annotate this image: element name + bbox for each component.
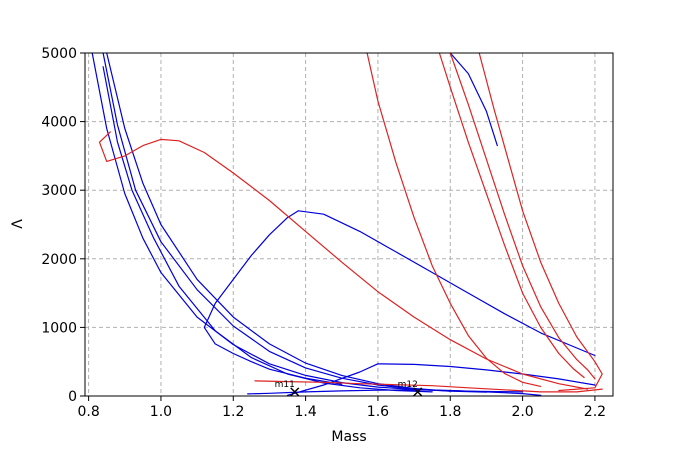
series-line-red-10 (366, 52, 542, 387)
series-line-blue-4 (102, 66, 433, 393)
x-axis-label: Mass (331, 429, 366, 445)
marker-label: m12 (398, 380, 418, 390)
series-line-blue-6 (286, 363, 596, 396)
plot-frame (84, 52, 614, 397)
series-line-red-14 (254, 380, 603, 393)
marker-m11: m11 (275, 380, 300, 397)
marker-cross (413, 387, 423, 397)
x-tick-label: 1.8 (439, 404, 461, 420)
y-tick-label: 1000 (41, 320, 77, 336)
markers: m11 m12 (275, 380, 423, 397)
series-line-blue-3 (106, 52, 451, 392)
marker-cross (290, 387, 300, 397)
grid (85, 52, 613, 397)
x-tick-label: 1.6 (367, 404, 389, 420)
y-tick-label: 0 (68, 389, 77, 405)
marker-m12: m12 (398, 380, 423, 397)
series-line-red-13 (478, 52, 603, 392)
y-axis-label: Λ (10, 219, 26, 229)
x-tick-label: 1.0 (150, 404, 172, 420)
y-tick-label: 3000 (41, 183, 77, 199)
x-axis-ticks: 0.8 1.0 1.2 1.4 1.6 1.8 2.0 2.2 (77, 396, 606, 420)
series-line-red-11 (438, 52, 585, 379)
series-line-blue-5 (203, 210, 596, 385)
series-line-blue-8 (247, 389, 542, 396)
curves (91, 52, 603, 396)
x-tick-label: 0.8 (77, 404, 99, 420)
y-tick-label: 5000 (41, 46, 77, 62)
x-tick-label: 1.2 (222, 404, 244, 420)
x-tick-label: 1.4 (294, 404, 316, 420)
series-line-red-9 (98, 131, 589, 390)
x-tick-label: 2.2 (584, 404, 606, 420)
series-line-blue-7 (449, 52, 498, 147)
y-tick-label: 4000 (41, 115, 77, 131)
marker-label: m11 (275, 380, 295, 390)
y-tick-label: 2000 (41, 252, 77, 268)
series-line-blue-1 (91, 52, 524, 393)
x-tick-label: 2.0 (511, 404, 533, 420)
y-axis-ticks: 0 1000 2000 3000 4000 5000 (41, 46, 85, 405)
series-line-red-12 (449, 52, 596, 380)
